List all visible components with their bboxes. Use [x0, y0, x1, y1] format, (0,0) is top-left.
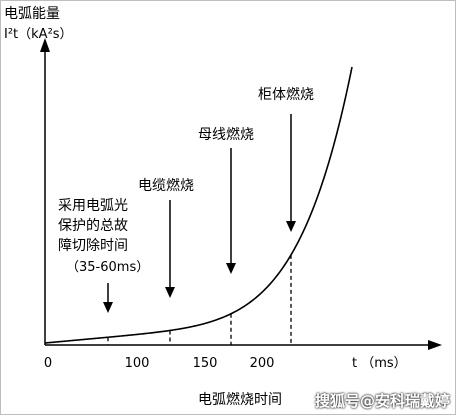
y-label-line2: I²t（kA²s）: [4, 27, 73, 42]
arrow-down-icon: [103, 302, 113, 313]
annotation-line: 障切除时间: [58, 238, 128, 254]
x-tick-0: 0: [44, 356, 52, 371]
x-axis-arrow-icon: [428, 340, 442, 350]
annotation-busbar-burning: 母线燃烧: [198, 126, 254, 143]
bottom-caption: 电弧燃烧时间: [198, 391, 282, 408]
x-tick-2: 150: [193, 356, 218, 371]
x-tick-3: 200: [250, 356, 275, 371]
annotation-line: （35-60ms）: [66, 260, 149, 275]
x-tick-1: 100: [125, 356, 150, 371]
x-label: t （ms）: [352, 356, 407, 371]
annotation-line: 保护的总故: [58, 218, 128, 234]
annotation-cabinet-burning: 柜体燃烧: [258, 86, 314, 103]
annotation-cable-burning: 电缆燃烧: [138, 177, 194, 194]
y-label-line1: 电弧能量: [4, 6, 60, 22]
arrow-down-icon: [286, 221, 296, 232]
arrow-down-icon: [226, 263, 236, 274]
arrow-down-icon: [165, 287, 175, 298]
energy-curve: [44, 66, 353, 344]
annotation-arc-protection: 采用电弧光 保护的总故 障切除时间 （35-60ms）: [58, 198, 149, 275]
y-axis-arrow-icon: [40, 38, 50, 52]
watermark: 搜狐号@安科瑞戴婷: [314, 392, 450, 410]
annotation-line: 采用电弧光: [58, 198, 128, 214]
